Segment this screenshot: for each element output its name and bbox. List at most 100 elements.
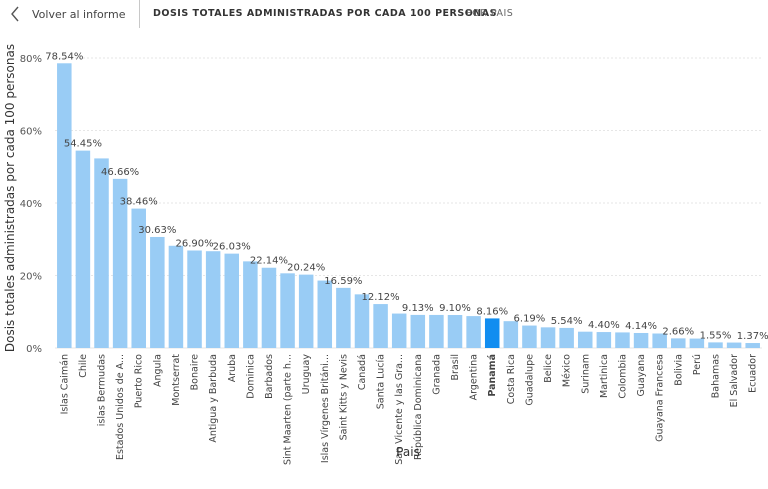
data-label: 46.66%: [101, 167, 139, 178]
bar[interactable]: [466, 316, 481, 348]
data-label: 16.59%: [324, 276, 362, 287]
bar[interactable]: [559, 327, 574, 348]
x-tick-label: Antigua y Barbuda: [208, 354, 219, 443]
x-tick-label: Canadá: [357, 354, 368, 390]
bar[interactable]: [94, 158, 109, 348]
bar[interactable]: [336, 287, 351, 348]
bar[interactable]: [484, 318, 500, 348]
x-tick-label: Islas Caimán: [59, 354, 70, 414]
bar[interactable]: [224, 253, 240, 348]
bar[interactable]: [391, 313, 407, 348]
bar[interactable]: [261, 267, 277, 348]
data-label: 54.45%: [64, 139, 102, 150]
bar[interactable]: [522, 325, 537, 348]
bar[interactable]: [57, 63, 72, 348]
x-tick-label: El Salvador: [729, 354, 740, 407]
bar[interactable]: [131, 208, 146, 348]
y-axis-title: Dosis totales administradas por cada 100…: [3, 44, 17, 352]
bar[interactable]: [633, 332, 649, 348]
y-tick-label: 60%: [20, 127, 42, 138]
bar[interactable]: [652, 333, 667, 349]
bar[interactable]: [540, 327, 556, 348]
data-label: 38.46%: [120, 197, 158, 208]
x-tick-label: Saint Kitts y Nevis: [338, 354, 349, 440]
data-labels: 78.54% 54.45% 46.66% 38.46% 30.63% 26.90% 26.0…: [45, 51, 768, 342]
data-label: 9.10%: [439, 303, 471, 314]
data-label: 26.03%: [213, 242, 251, 253]
data-label: 12.12%: [362, 292, 400, 303]
back-button-label: Volver al informe: [32, 7, 126, 21]
back-button[interactable]: Volver al informe: [10, 4, 126, 24]
data-label: 4.14%: [625, 321, 657, 332]
x-tick-label: Puerto Rico: [134, 354, 145, 408]
x-tick-label: Sint Maarten (parte h...: [283, 354, 294, 465]
x-axis-title: Pais: [396, 445, 420, 459]
x-tick-label: islas Bermudas: [97, 354, 108, 426]
bar[interactable]: [410, 314, 426, 348]
data-label: 1.55%: [700, 330, 732, 341]
data-label: 1.37%: [737, 331, 768, 342]
data-label: 78.54%: [45, 51, 83, 62]
x-axis-ticks: Islas Caimán Chile islas Bermudas Estados U…: [59, 354, 758, 465]
x-tick-label: Montserrat: [171, 354, 182, 406]
bar[interactable]: [243, 261, 258, 348]
data-label: 20.24%: [287, 263, 325, 274]
x-tick-label: Chile: [78, 354, 89, 378]
top-bar: Volver al informe DOSIS TOTALES ADMINIST…: [0, 0, 768, 30]
bar[interactable]: [596, 332, 612, 348]
bar[interactable]: [354, 294, 370, 348]
data-label: 30.63%: [138, 225, 176, 236]
x-tick-label: Granada: [431, 354, 442, 395]
bar[interactable]: [503, 321, 519, 348]
bar[interactable]: [708, 342, 723, 348]
data-label: 6.19%: [514, 314, 546, 325]
x-tick-label: Costa Rica: [506, 354, 517, 404]
bar[interactable]: [447, 315, 463, 348]
bar[interactable]: [615, 332, 630, 348]
header-divider: [139, 0, 140, 28]
bar[interactable]: [373, 304, 388, 348]
bar[interactable]: [671, 338, 686, 348]
bar[interactable]: [745, 343, 760, 348]
bar[interactable]: [168, 245, 184, 348]
y-tick-label: 80%: [20, 54, 42, 65]
y-axis-ticks: 0% 20% 40% 60% 80%: [20, 54, 42, 355]
data-label: 5.54%: [551, 316, 583, 327]
y-tick-label: 0%: [26, 344, 42, 355]
bar[interactable]: [205, 251, 221, 348]
bar[interactable]: [429, 314, 444, 348]
page-title: DOSIS TOTALES ADMINISTRADAS POR CADA 100…: [153, 8, 497, 19]
x-tick-label: Colombia: [617, 354, 628, 399]
bar[interactable]: [577, 331, 593, 348]
bar[interactable]: [150, 236, 165, 348]
bar[interactable]: [75, 150, 91, 348]
data-label: 9.13%: [402, 303, 434, 314]
x-tick-label: Bonaire: [190, 354, 201, 391]
data-label: 8.16%: [476, 306, 508, 317]
x-tick-label: Guayana Francesa: [655, 354, 666, 442]
chevron-left-icon: [11, 6, 19, 22]
x-tick-label: México: [562, 354, 573, 387]
data-label: 2.66%: [662, 326, 694, 337]
bar[interactable]: [298, 274, 314, 348]
bar[interactable]: [317, 280, 333, 348]
x-tick-label: Estados Unidos de A...: [115, 354, 126, 460]
bar[interactable]: [112, 178, 128, 348]
x-tick-label: Argentina: [469, 354, 480, 400]
x-tick-label: Brasil: [450, 354, 461, 380]
bar[interactable]: [280, 273, 295, 348]
x-tick-label: Belice: [543, 354, 554, 383]
x-tick-label: Panamá: [487, 354, 498, 397]
bar[interactable]: [689, 338, 705, 348]
data-label: 26.90%: [175, 238, 213, 249]
x-tick-label: Uruguay: [301, 354, 312, 395]
x-tick-label: Guadalupe: [524, 354, 535, 406]
x-tick-label: Aruba: [227, 354, 238, 382]
x-tick-label: Perú: [692, 354, 703, 375]
bar[interactable]: [726, 342, 742, 348]
x-tick-label: Ecuador: [748, 354, 759, 393]
x-tick-label: Santa Lucía: [376, 354, 387, 409]
x-tick-label: Angula: [152, 354, 163, 387]
bar[interactable]: [187, 250, 202, 348]
x-tick-label: República Dominicana: [413, 354, 424, 460]
